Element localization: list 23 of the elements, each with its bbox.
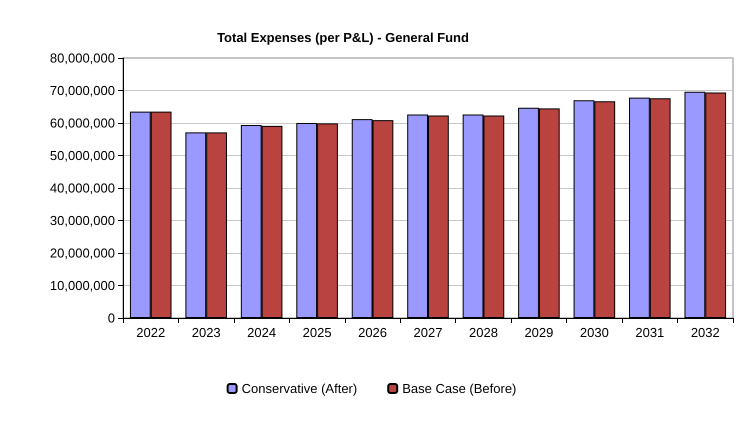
y-tick-label: 60,000,000	[50, 116, 115, 130]
legend-label: Conservative (After)	[242, 381, 358, 396]
y-tick-label: 30,000,000	[50, 213, 115, 228]
y-tick-label: 0	[108, 310, 115, 326]
y-tick-label: 10,000,000	[50, 278, 115, 293]
x-tick-label: 2023	[192, 325, 221, 340]
x-tick-label: 2032	[690, 325, 720, 340]
x-tick-label: 2030	[580, 325, 609, 340]
x-tick-label: 2026	[358, 325, 388, 340]
legend-label: Base Case (Before)	[402, 381, 516, 396]
chart-title: Total Expenses (per P&L) - General Fund	[217, 30, 469, 45]
y-tick-label: 40,000,000	[50, 180, 115, 196]
y-tick-label: 50,000,000	[50, 148, 115, 163]
y-tick-label: 70,000,000	[50, 83, 115, 98]
x-tick-label: 2024	[247, 325, 276, 340]
x-tick-label: 2025	[302, 325, 332, 340]
x-tick-label: 2029	[524, 325, 554, 340]
x-tick-label: 2028	[468, 325, 498, 340]
y-tick-label: 20,000,000	[50, 246, 115, 260]
y-tick-label: 80,000,000	[50, 50, 115, 66]
x-tick-label: 2022	[136, 325, 166, 340]
x-tick-label: 2031	[635, 325, 664, 340]
x-tick-label: 2027	[414, 325, 442, 340]
